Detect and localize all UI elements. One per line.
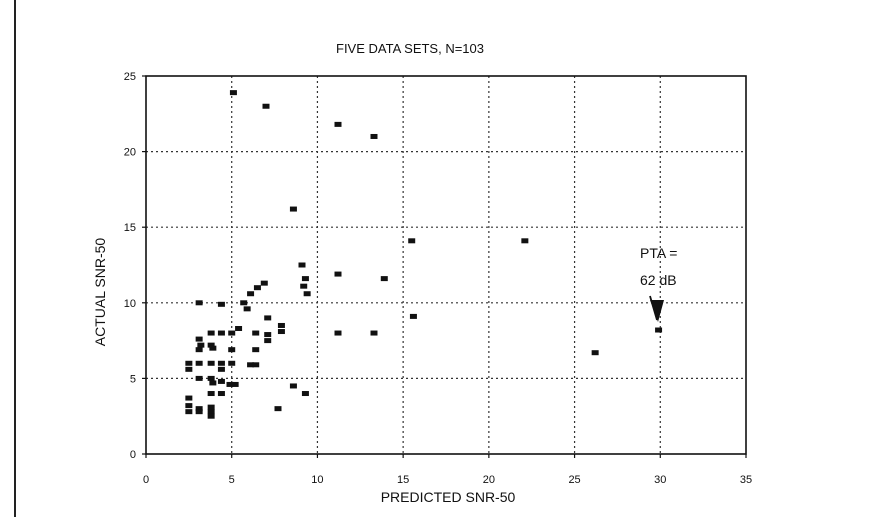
data-point	[207, 404, 215, 410]
data-point	[195, 406, 203, 412]
data-point	[303, 291, 311, 297]
plot-frame	[145, 75, 747, 455]
x-tick-label: 0	[143, 474, 149, 486]
data-point	[243, 306, 251, 312]
x-tick-label: 20	[483, 474, 495, 486]
data-point	[217, 360, 225, 366]
data-point	[207, 342, 215, 348]
data-point	[300, 283, 308, 289]
data-point	[195, 375, 203, 381]
data-point	[408, 238, 416, 244]
data-point	[195, 347, 203, 353]
y-tick-label: 15	[124, 222, 136, 234]
y-tick-label: 20	[124, 147, 136, 159]
data-point	[185, 366, 193, 372]
data-point	[228, 360, 236, 366]
annotation-line-2: 62 dB	[640, 272, 677, 288]
data-point	[235, 326, 243, 332]
data-point	[209, 345, 217, 351]
data-point	[207, 391, 215, 397]
x-tick-label: 10	[311, 474, 323, 486]
data-point	[240, 300, 248, 306]
data-point	[217, 301, 225, 307]
data-point	[195, 360, 203, 366]
data-points	[185, 90, 663, 419]
annotation-line-1: PTA =	[640, 245, 677, 261]
data-point	[334, 330, 342, 336]
data-point	[274, 406, 282, 412]
data-point	[207, 413, 215, 419]
data-point	[655, 327, 663, 333]
data-point	[277, 322, 285, 328]
data-point	[264, 315, 272, 321]
data-point	[226, 381, 234, 387]
y-tick-label: 5	[130, 373, 136, 385]
data-point	[289, 383, 297, 389]
x-axis-label: PREDICTED SNR-50	[381, 489, 516, 505]
annotation-arrowhead	[650, 300, 664, 322]
data-point	[185, 360, 193, 366]
data-point	[298, 262, 306, 268]
data-point	[409, 313, 417, 319]
data-point	[260, 280, 268, 286]
axis-ticks: 0 5 10 15 20 25 30 35 0 5 10 15 20 25	[124, 71, 752, 486]
data-point	[252, 330, 260, 336]
data-point	[207, 330, 215, 336]
data-point	[277, 329, 285, 335]
data-point	[370, 330, 378, 336]
data-point	[301, 391, 309, 397]
data-point	[207, 375, 215, 381]
chart-title: FIVE DATA SETS, N=103	[336, 41, 484, 56]
y-tick-label: 25	[124, 71, 136, 83]
data-point	[217, 330, 225, 336]
data-point	[591, 350, 599, 356]
data-point	[301, 276, 309, 282]
data-point	[253, 285, 261, 291]
data-point	[334, 121, 342, 127]
page-margin-rule	[14, 0, 16, 517]
x-tick-label: 35	[740, 474, 752, 486]
data-point	[370, 133, 378, 139]
data-point	[217, 391, 225, 397]
data-point	[207, 360, 215, 366]
data-point	[228, 347, 236, 353]
data-point	[380, 276, 388, 282]
data-point	[185, 403, 193, 409]
data-point	[185, 395, 193, 401]
data-point	[252, 362, 260, 368]
data-point	[217, 366, 225, 372]
data-point	[289, 206, 297, 212]
data-point	[231, 381, 239, 387]
data-point	[185, 409, 193, 415]
x-tick-label: 25	[568, 474, 580, 486]
data-point	[264, 338, 272, 344]
y-tick-label: 10	[124, 298, 136, 310]
data-point	[217, 378, 225, 384]
x-tick-label: 5	[229, 474, 235, 486]
data-point	[334, 271, 342, 277]
data-point	[195, 336, 203, 342]
data-point	[262, 103, 270, 109]
data-point	[264, 332, 272, 338]
data-point	[521, 238, 529, 244]
x-tick-label: 30	[654, 474, 666, 486]
data-point	[252, 347, 260, 353]
data-point	[207, 409, 215, 415]
y-axis-label: ACTUAL SNR-50	[92, 238, 108, 347]
data-point	[247, 362, 255, 368]
y-tick-label: 0	[130, 449, 136, 461]
data-point	[228, 330, 236, 336]
data-point	[247, 291, 255, 297]
data-point	[229, 90, 237, 96]
data-point	[197, 342, 205, 348]
x-tick-label: 15	[397, 474, 409, 486]
data-point	[195, 300, 203, 306]
data-point	[195, 409, 203, 415]
data-point	[209, 380, 217, 386]
grid-lines	[146, 76, 746, 454]
